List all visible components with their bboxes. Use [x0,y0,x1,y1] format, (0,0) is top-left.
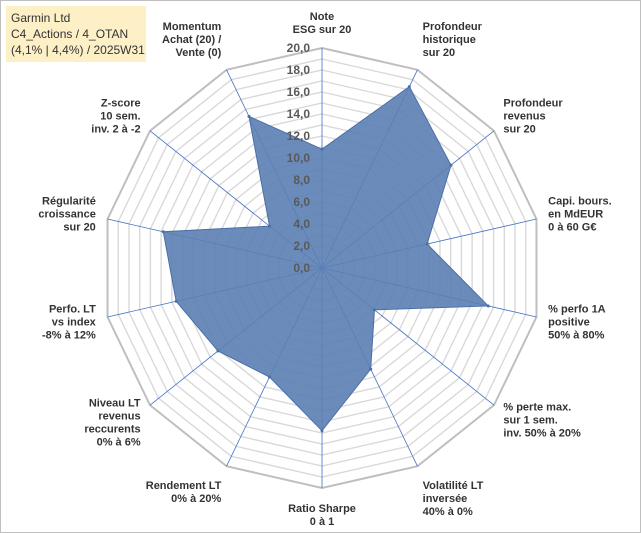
tick-label: 12,0 [287,129,311,143]
category-label: Profondeur [503,98,563,110]
data-point [425,242,429,246]
data-point [369,367,373,371]
category-label: Vente (0) [175,47,221,59]
category-label: 10 sem. [100,111,140,123]
category-label: Capi. bours. [548,195,612,207]
category-label: 0% à 6% [97,436,141,448]
category-label: 0% à 20% [171,493,221,505]
data-point [372,308,376,312]
data-point [486,304,490,308]
category-label: croissance [38,208,95,220]
tick-label: 16,0 [287,85,311,99]
info-company: Garmin Ltd [11,11,71,25]
category-label: inv. 2 à -2 [91,124,140,136]
tick-label: 20,0 [287,41,311,55]
category-label: Achat (20) / [162,34,221,46]
tick-label: 18,0 [287,63,311,77]
category-label: ESG sur 20 [293,24,352,36]
data-point [268,224,272,228]
category-label: sur 20 [503,124,535,136]
category-label: Perfo. LT [49,304,96,316]
category-label: Niveau LT [89,397,141,409]
category-label: revenus [503,111,545,123]
tick-label: 6,0 [293,195,310,209]
category-label: inv. 50% à 20% [503,427,581,439]
category-label: vs index [52,317,97,329]
data-point [449,163,453,167]
data-point [161,230,165,234]
category-label: Rendement LT [146,480,222,492]
category-label: sur 1 sem. [503,414,557,426]
category-label: Note [310,11,334,23]
category-label: Ratio Sharpe [288,503,356,515]
tick-label: 14,0 [287,107,311,121]
category-label: Momentum [163,21,222,33]
data-point [174,299,178,303]
category-label: Profondeur [423,21,483,33]
tick-label: 10,0 [287,151,311,165]
data-point [407,85,411,89]
category-label: Z-score [101,98,141,110]
category-label: revenus [98,410,140,422]
category-label: sur 20 [423,47,455,59]
category-label: positive [548,317,590,329]
info-period: (4,1% | 4,4%) / 2025W31 [11,43,145,57]
info-portfolio: C4_Actions / 4_OTAN [11,27,129,41]
category-label: 0 à 1 [310,516,334,528]
category-label: en MdEUR [548,208,603,220]
category-label: reccurents [84,423,140,435]
category-label: Volatilité LT [423,480,484,492]
category-label: Régularité [42,195,96,207]
category-label: -8% à 12% [42,330,96,342]
data-point [216,349,220,353]
data-point [320,147,324,151]
data-point [320,429,324,433]
info-box: Garmin Ltd C4_Actions / 4_OTAN (4,1% | 4… [6,6,146,62]
category-label: 50% à 80% [548,330,604,342]
tick-label: 8,0 [293,173,310,187]
tick-label: 2,0 [293,239,310,253]
data-point [247,114,251,118]
category-label: 40% à 0% [423,506,473,518]
category-label: inversée [423,493,468,505]
category-label: sur 20 [63,221,95,233]
category-label: % perte max. [503,401,571,413]
category-label: % perfo 1A [548,304,606,316]
data-point [268,375,272,379]
category-label: 0 à 60 G€ [548,221,596,233]
tick-label: 0,0 [293,261,310,275]
tick-label: 4,0 [293,217,310,231]
category-label: historique [423,34,476,46]
